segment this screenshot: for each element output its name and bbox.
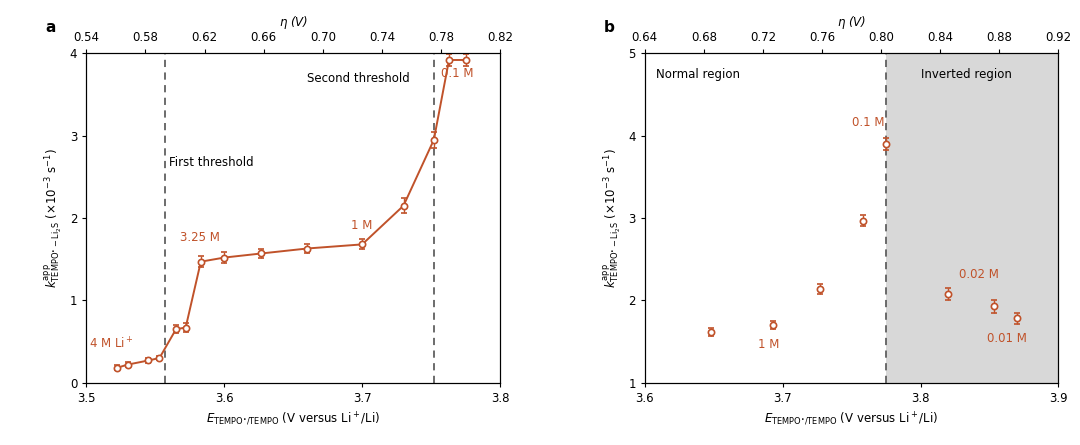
Text: 1 M: 1 M — [758, 338, 779, 351]
Text: 0.02 M: 0.02 M — [959, 267, 999, 281]
Text: Normal region: Normal region — [656, 68, 740, 81]
Text: 0.1 M: 0.1 M — [852, 116, 885, 129]
Text: Second threshold: Second threshold — [307, 72, 409, 85]
X-axis label: $\eta$ (V): $\eta$ (V) — [837, 14, 866, 31]
Text: 0.1 M: 0.1 M — [441, 67, 473, 80]
Text: 1 M: 1 M — [351, 219, 373, 232]
X-axis label: $\eta$ (V): $\eta$ (V) — [279, 14, 308, 31]
Y-axis label: $k^{\mathrm{app}}_{\mathrm{TEMPO^{\bullet}-Li_2S}}$ ($\times$10$^{-3}$ s$^{-1}$): $k^{\mathrm{app}}_{\mathrm{TEMPO^{\bulle… — [602, 148, 623, 288]
X-axis label: $E_{\mathrm{TEMPO^{\bullet}/TEMPO}}$ (V versus Li$^+$/Li): $E_{\mathrm{TEMPO^{\bullet}/TEMPO}}$ (V … — [206, 410, 380, 427]
X-axis label: $E_{\mathrm{TEMPO^{\bullet}/TEMPO}}$ (V versus Li$^+$/Li): $E_{\mathrm{TEMPO^{\bullet}/TEMPO}}$ (V … — [765, 410, 939, 427]
Text: 3.25 M: 3.25 M — [180, 231, 220, 244]
Text: a: a — [45, 20, 55, 36]
Text: 0.01 M: 0.01 M — [987, 332, 1027, 345]
Text: 4 M Li$^+$: 4 M Li$^+$ — [90, 336, 134, 352]
Text: First threshold: First threshold — [170, 156, 254, 169]
Bar — [886, 53, 1058, 383]
Text: b: b — [604, 20, 615, 36]
Text: Inverted region: Inverted region — [920, 68, 1011, 81]
Y-axis label: $k^{\mathrm{app}}_{\mathrm{TEMPO^{\bullet}-Li_2S}}$ ($\times$10$^{-3}$ s$^{-1}$): $k^{\mathrm{app}}_{\mathrm{TEMPO^{\bulle… — [43, 148, 65, 288]
